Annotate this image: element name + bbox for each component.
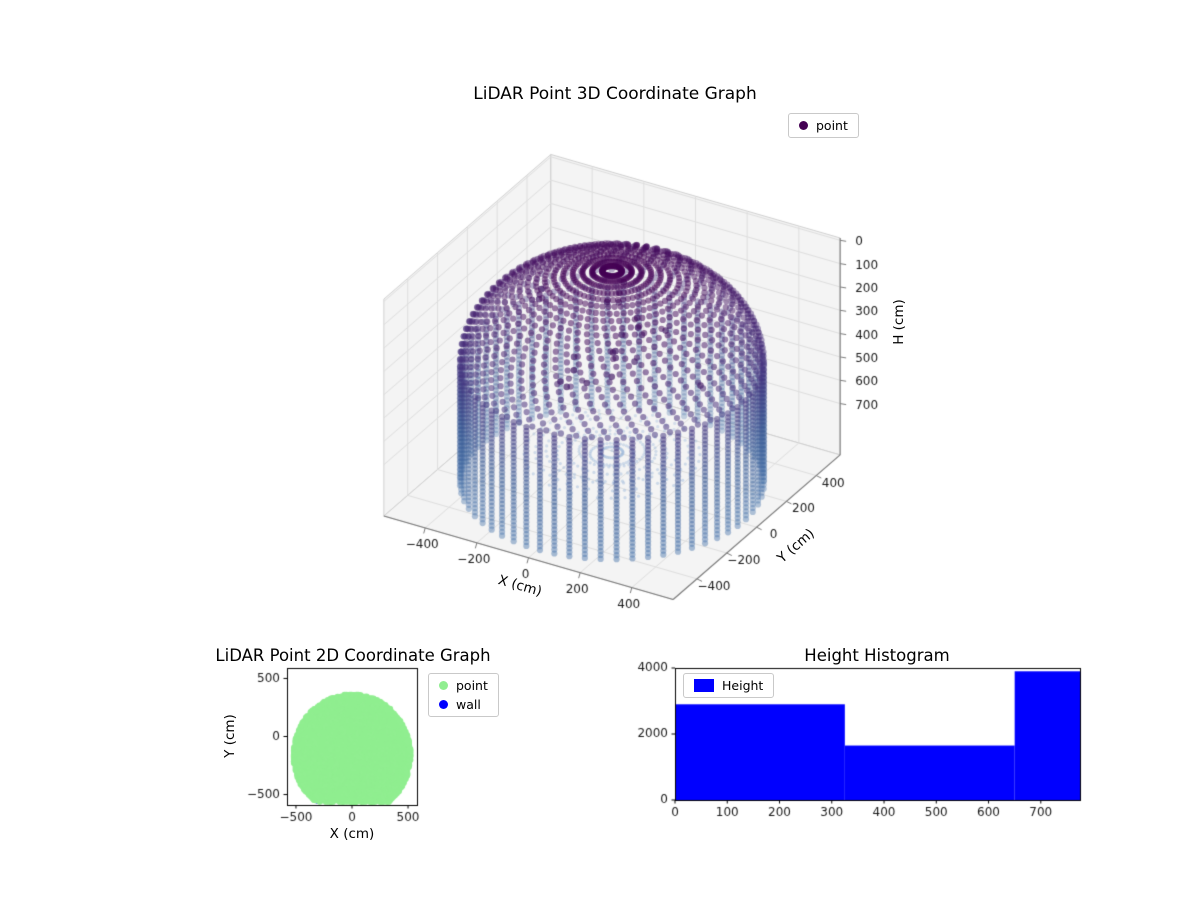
plot3d-title: LiDAR Point 3D Coordinate Graph [473,84,757,104]
legend-item-point: point [799,118,848,133]
point-legend-label: point [456,678,488,693]
height-legend-label: Height [722,678,764,693]
point-legend-marker-icon [439,681,448,690]
legend-item-wall: wall [439,697,488,712]
wall-legend-label: wall [456,697,481,712]
plot2d-x-axis-label: X (cm) [329,826,375,842]
legend-item-point: point [439,678,488,693]
histogram-legend: Height [683,673,775,698]
plot3d-z-axis-label: H (cm) [891,299,907,345]
point-legend-label: point [816,118,848,133]
histogram-title: Height Histogram [804,646,950,665]
point-legend-marker-icon [799,121,808,130]
plot2d-title: LiDAR Point 2D Coordinate Graph [215,646,491,665]
wall-legend-marker-icon [439,700,448,709]
plot2d-y-axis-label: Y (cm) [222,714,238,758]
plot2d-legend: point wall [428,673,499,717]
legend-item-height: Height [694,678,763,693]
height-legend-marker-icon [694,679,714,692]
plot3d-legend: point [788,113,859,138]
